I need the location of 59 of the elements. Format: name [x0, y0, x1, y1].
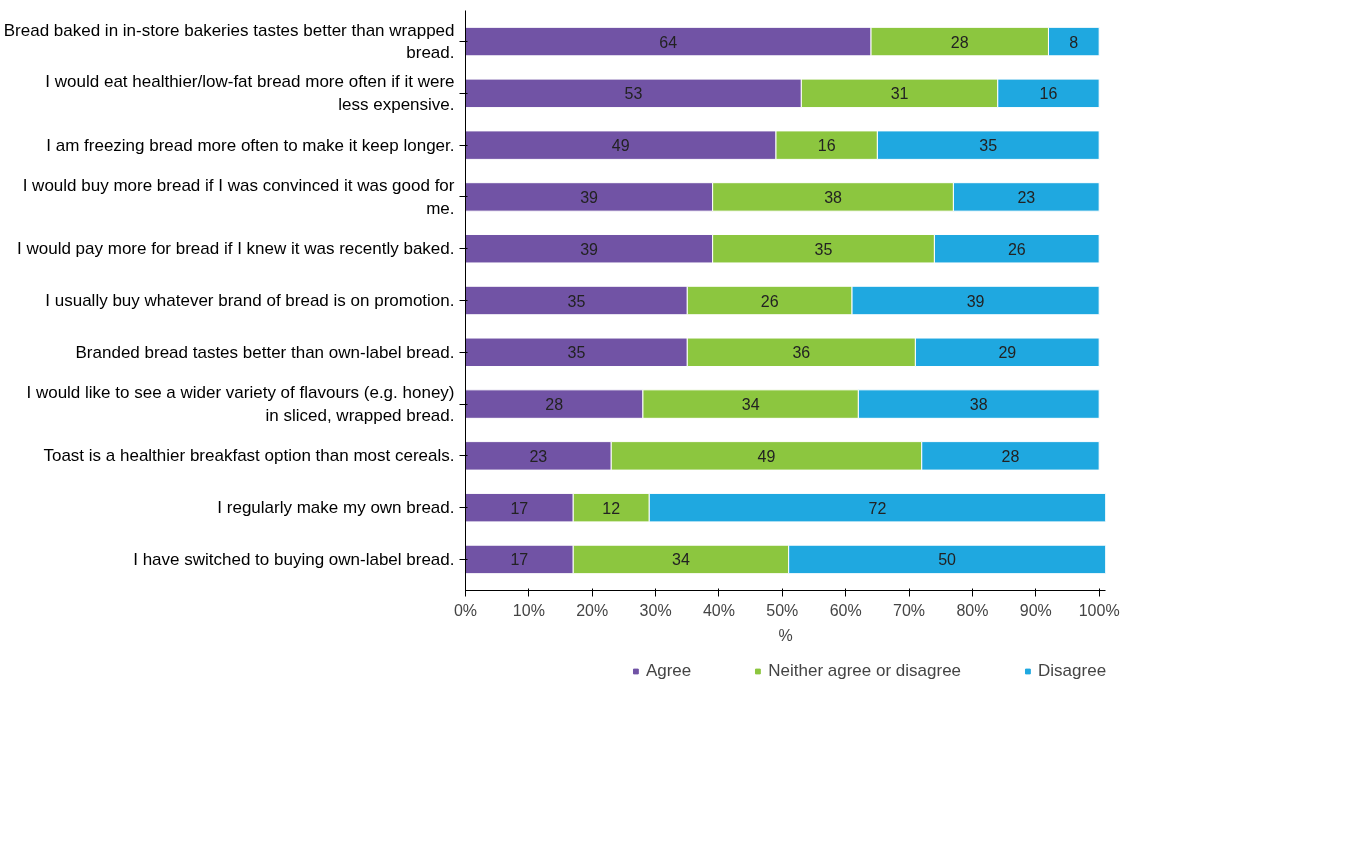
data-label: 35: [567, 344, 586, 362]
data-label: 34: [741, 396, 760, 414]
data-label: 17: [510, 551, 529, 569]
data-label: 28: [1001, 447, 1020, 465]
data-label: 23: [1017, 188, 1036, 206]
data-label: 35: [567, 292, 586, 310]
y-tick-label: I would buy more bread if I was convinced it was good for me.: [22, 176, 455, 218]
y-tick-label: Bread baked in in-store bakeries tastes better than wrapped bread.: [3, 20, 455, 63]
x-tick-label: 60%: [829, 601, 862, 619]
y-tick-label: I would eat healthier/low-fat bread more often if it were less expensive.: [45, 72, 455, 115]
x-tick-label: 0%: [453, 601, 478, 619]
legend-label: Disagree: [1038, 661, 1107, 681]
data-label: 39: [966, 292, 985, 310]
x-tick-label: 50%: [766, 601, 799, 619]
data-label: 72: [868, 499, 887, 517]
data-label: 38: [824, 188, 843, 206]
data-label: 26: [760, 292, 779, 310]
data-label: 49: [611, 137, 630, 155]
y-tick-label: Branded bread tastes better than own-label bread.: [75, 342, 455, 362]
x-tick-label: 20%: [576, 601, 609, 619]
x-tick-label: 40%: [702, 601, 735, 619]
y-tick-label: I usually buy whatever brand of bread is on promotion.: [45, 291, 455, 310]
y-tick-label: I regularly make my own bread.: [217, 498, 455, 518]
data-label: 26: [1007, 240, 1026, 258]
data-label: 36: [792, 344, 811, 362]
data-label: 49: [757, 447, 776, 465]
legend-label: Neither agree or disagree: [768, 661, 962, 681]
x-tick-label: 80%: [956, 601, 989, 619]
data-label: 28: [545, 396, 564, 414]
data-label: 23: [529, 447, 548, 465]
data-label: 28: [950, 33, 969, 51]
x-tick-label: 70%: [893, 601, 926, 619]
data-label: 31: [890, 85, 909, 103]
data-label: 35: [979, 137, 998, 155]
y-tick-label: I would like to see a wider variety of flavours (e.g. honey) in sliced, wrapped bread.: [26, 383, 455, 425]
data-label: 38: [969, 396, 988, 414]
data-label: 12: [602, 499, 621, 517]
legend-label: Agree: [645, 661, 692, 681]
y-tick-label: I would pay more for bread if I knew it was recently baked.: [17, 239, 455, 259]
x-tick-label: 10%: [512, 601, 545, 619]
y-tick-label: I am freezing bread more often to make it keep longer.: [46, 135, 455, 155]
x-axis-title: %: [778, 626, 793, 644]
data-label: 16: [817, 137, 836, 155]
data-label: 8: [1069, 33, 1079, 51]
x-tick-label: 30%: [639, 601, 672, 619]
data-label: 17: [510, 499, 529, 517]
y-tick-label: I have switched to buying own-label bread.: [133, 549, 455, 569]
data-label: 16: [1039, 85, 1058, 103]
data-label: 39: [580, 240, 599, 258]
data-label: 50: [938, 551, 957, 569]
x-tick-label: 100%: [1078, 601, 1120, 619]
x-tick-label: 90%: [1019, 601, 1052, 619]
data-label: 34: [672, 551, 690, 569]
data-label: 35: [814, 240, 833, 258]
data-label: 39: [580, 188, 599, 206]
data-label: 53: [624, 85, 643, 103]
data-label: 29: [998, 344, 1017, 362]
y-tick-label: Toast is a healthier breakfast option than most cereals.: [43, 446, 455, 466]
data-label: 64: [659, 33, 678, 51]
